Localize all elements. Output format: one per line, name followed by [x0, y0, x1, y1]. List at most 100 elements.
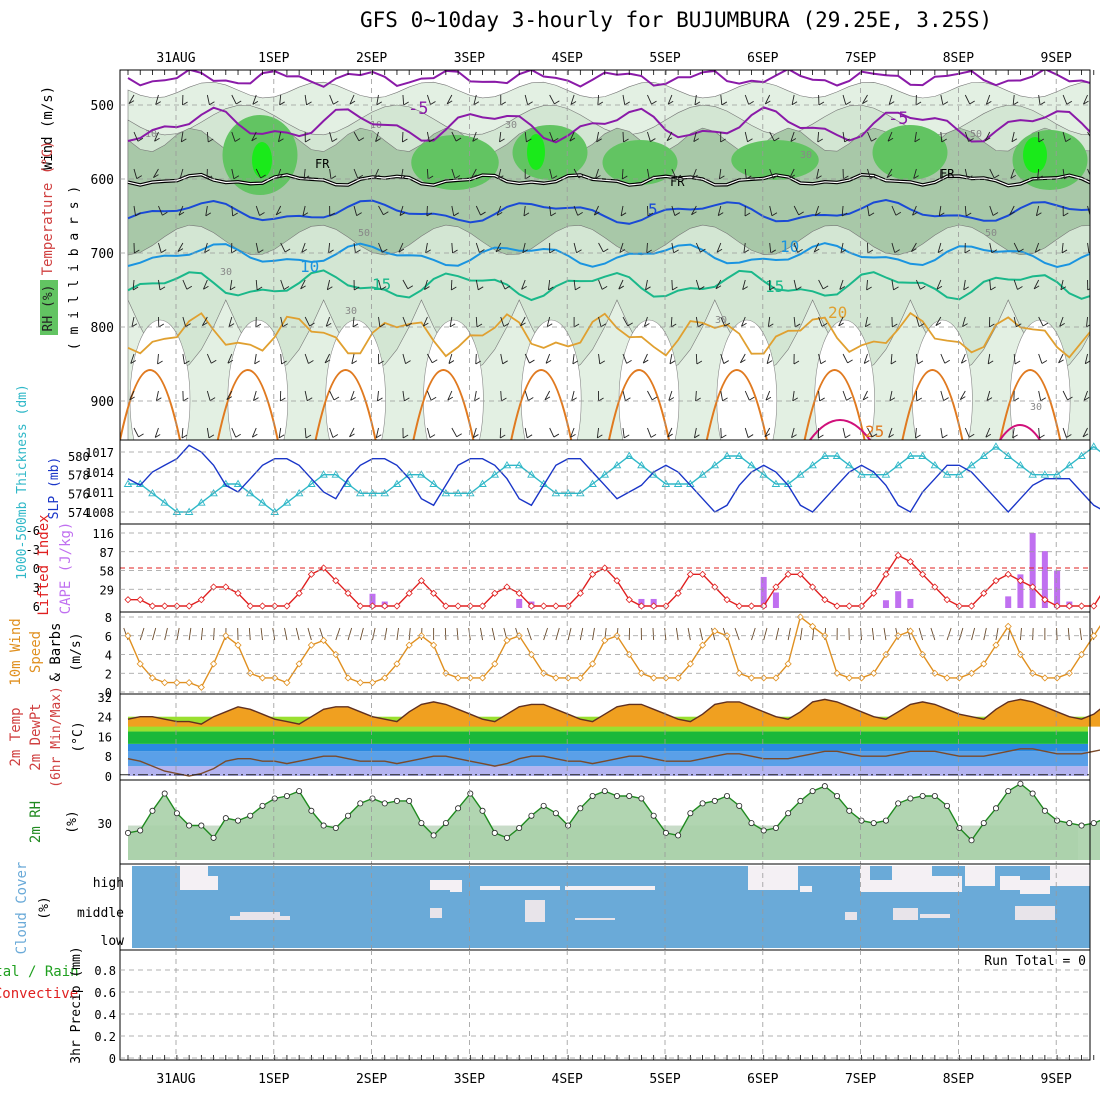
wind-barb-flag — [717, 212, 724, 217]
wind10m-barb — [372, 627, 376, 641]
temp-tick: 32 — [98, 691, 112, 705]
rh-2m-point — [479, 807, 486, 814]
wind-barb — [935, 316, 942, 326]
wind-barb-flag — [645, 286, 651, 291]
wind-barb — [622, 353, 628, 364]
wind-barb-flag — [967, 175, 973, 180]
wind-barb-flag — [668, 397, 675, 401]
temp-band — [128, 751, 1088, 767]
wind-barb-flag — [691, 211, 697, 216]
wind-barb — [766, 353, 771, 364]
lifted-index-series — [124, 551, 1100, 610]
wind-barb — [889, 390, 893, 401]
wind-barb — [989, 168, 995, 179]
wind-barb — [842, 427, 846, 438]
wind-barb-flag — [206, 175, 213, 180]
wind-barb-flag — [821, 323, 828, 327]
wind-speed-point — [393, 660, 401, 668]
thickness-point — [942, 470, 952, 478]
wind10m-barb — [555, 627, 560, 641]
wind-barb-flag — [941, 138, 947, 143]
wind-barb-flag — [1067, 396, 1073, 401]
lifted-index-point — [393, 602, 401, 610]
wind-barb — [744, 94, 750, 105]
lifted-index-point — [1041, 596, 1049, 604]
wind-speed-point — [845, 674, 853, 682]
wind-barb-flag — [178, 211, 185, 216]
wind-barb-flag — [789, 174, 795, 179]
wind-barb — [378, 279, 382, 290]
wind-barb-flag — [915, 434, 921, 439]
wind-barb-flag — [429, 434, 436, 439]
wind-barb — [549, 205, 552, 216]
wind10m-barb — [699, 627, 704, 641]
lifted-index-point — [650, 602, 658, 610]
wind-barb-flag — [207, 138, 214, 143]
wind-barb — [521, 279, 526, 290]
wind-speed-point — [295, 660, 303, 668]
wind-barb — [841, 205, 844, 217]
wind-barb-flag — [644, 323, 650, 327]
wind-barb — [647, 131, 651, 142]
wind-barb-flag — [130, 360, 136, 364]
wind-barb — [598, 353, 601, 364]
thickness-point — [429, 479, 438, 487]
chart-title: GFS 0~10day 3-hourly for BUJUMBURA (29.2… — [360, 8, 993, 32]
lifted-index-point — [906, 558, 914, 566]
wind-barb-flag — [160, 249, 167, 253]
thickness-point — [844, 460, 854, 469]
wind-barb-flag — [404, 397, 410, 402]
wind-barb — [378, 316, 381, 327]
wind-barb — [353, 242, 356, 253]
cloud-high — [932, 876, 962, 892]
wind-speed-point — [136, 660, 144, 668]
wind-barb — [838, 316, 844, 327]
wind-speed-point — [478, 674, 487, 682]
wind-barb — [814, 205, 820, 216]
wind-barb-flag — [840, 249, 847, 254]
wind-barb-flag — [845, 434, 851, 439]
lifted-index-point — [356, 602, 364, 610]
wind-barb — [569, 131, 575, 142]
wind-barb — [1084, 353, 1088, 364]
wind-barb — [132, 279, 135, 291]
wind-barb — [647, 94, 652, 105]
thickness-point — [710, 460, 720, 469]
wind-barb-flag — [939, 212, 945, 217]
wind-barb-flag — [253, 397, 259, 401]
thickness-point — [930, 460, 940, 469]
thickness-point — [624, 451, 634, 459]
wind-barb — [447, 390, 453, 401]
wind-barb-flag — [1039, 434, 1045, 439]
wind-barb-flag — [358, 137, 365, 142]
wind-barb-flag — [699, 286, 705, 290]
lifted-index-point — [955, 602, 963, 610]
cloud-high — [892, 866, 932, 892]
wind-barb-flag — [846, 397, 852, 401]
wind-barb-flag — [357, 174, 364, 179]
wind-barb — [764, 94, 771, 105]
rh-2m-point — [895, 800, 902, 807]
wind-barb — [523, 205, 526, 216]
wind-barb-flag — [917, 360, 924, 365]
wind-barb — [329, 390, 335, 401]
wind10m-barb — [188, 627, 192, 641]
wind-barb-flag — [383, 211, 389, 216]
wind-barb-flag — [647, 212, 654, 217]
wind-barb — [402, 353, 406, 364]
thickness-point — [857, 470, 866, 478]
wind-barb — [818, 353, 822, 364]
wind-barb-flag — [446, 100, 453, 105]
wind-barb — [304, 94, 307, 105]
wind-barb — [720, 316, 726, 327]
wind-barb — [475, 279, 479, 290]
wind-barb-flag — [862, 396, 869, 401]
cape-tick: 58 — [100, 565, 114, 579]
wind-barb-flag — [329, 212, 336, 217]
day-label-bottom: 5SEP — [649, 1072, 680, 1087]
lifted-index-point — [124, 596, 132, 604]
thickness-point — [1040, 470, 1050, 478]
wind-barb-flag — [723, 360, 729, 364]
wind-speed-point — [148, 674, 157, 682]
rh-contour-label: 30 — [1030, 402, 1042, 413]
